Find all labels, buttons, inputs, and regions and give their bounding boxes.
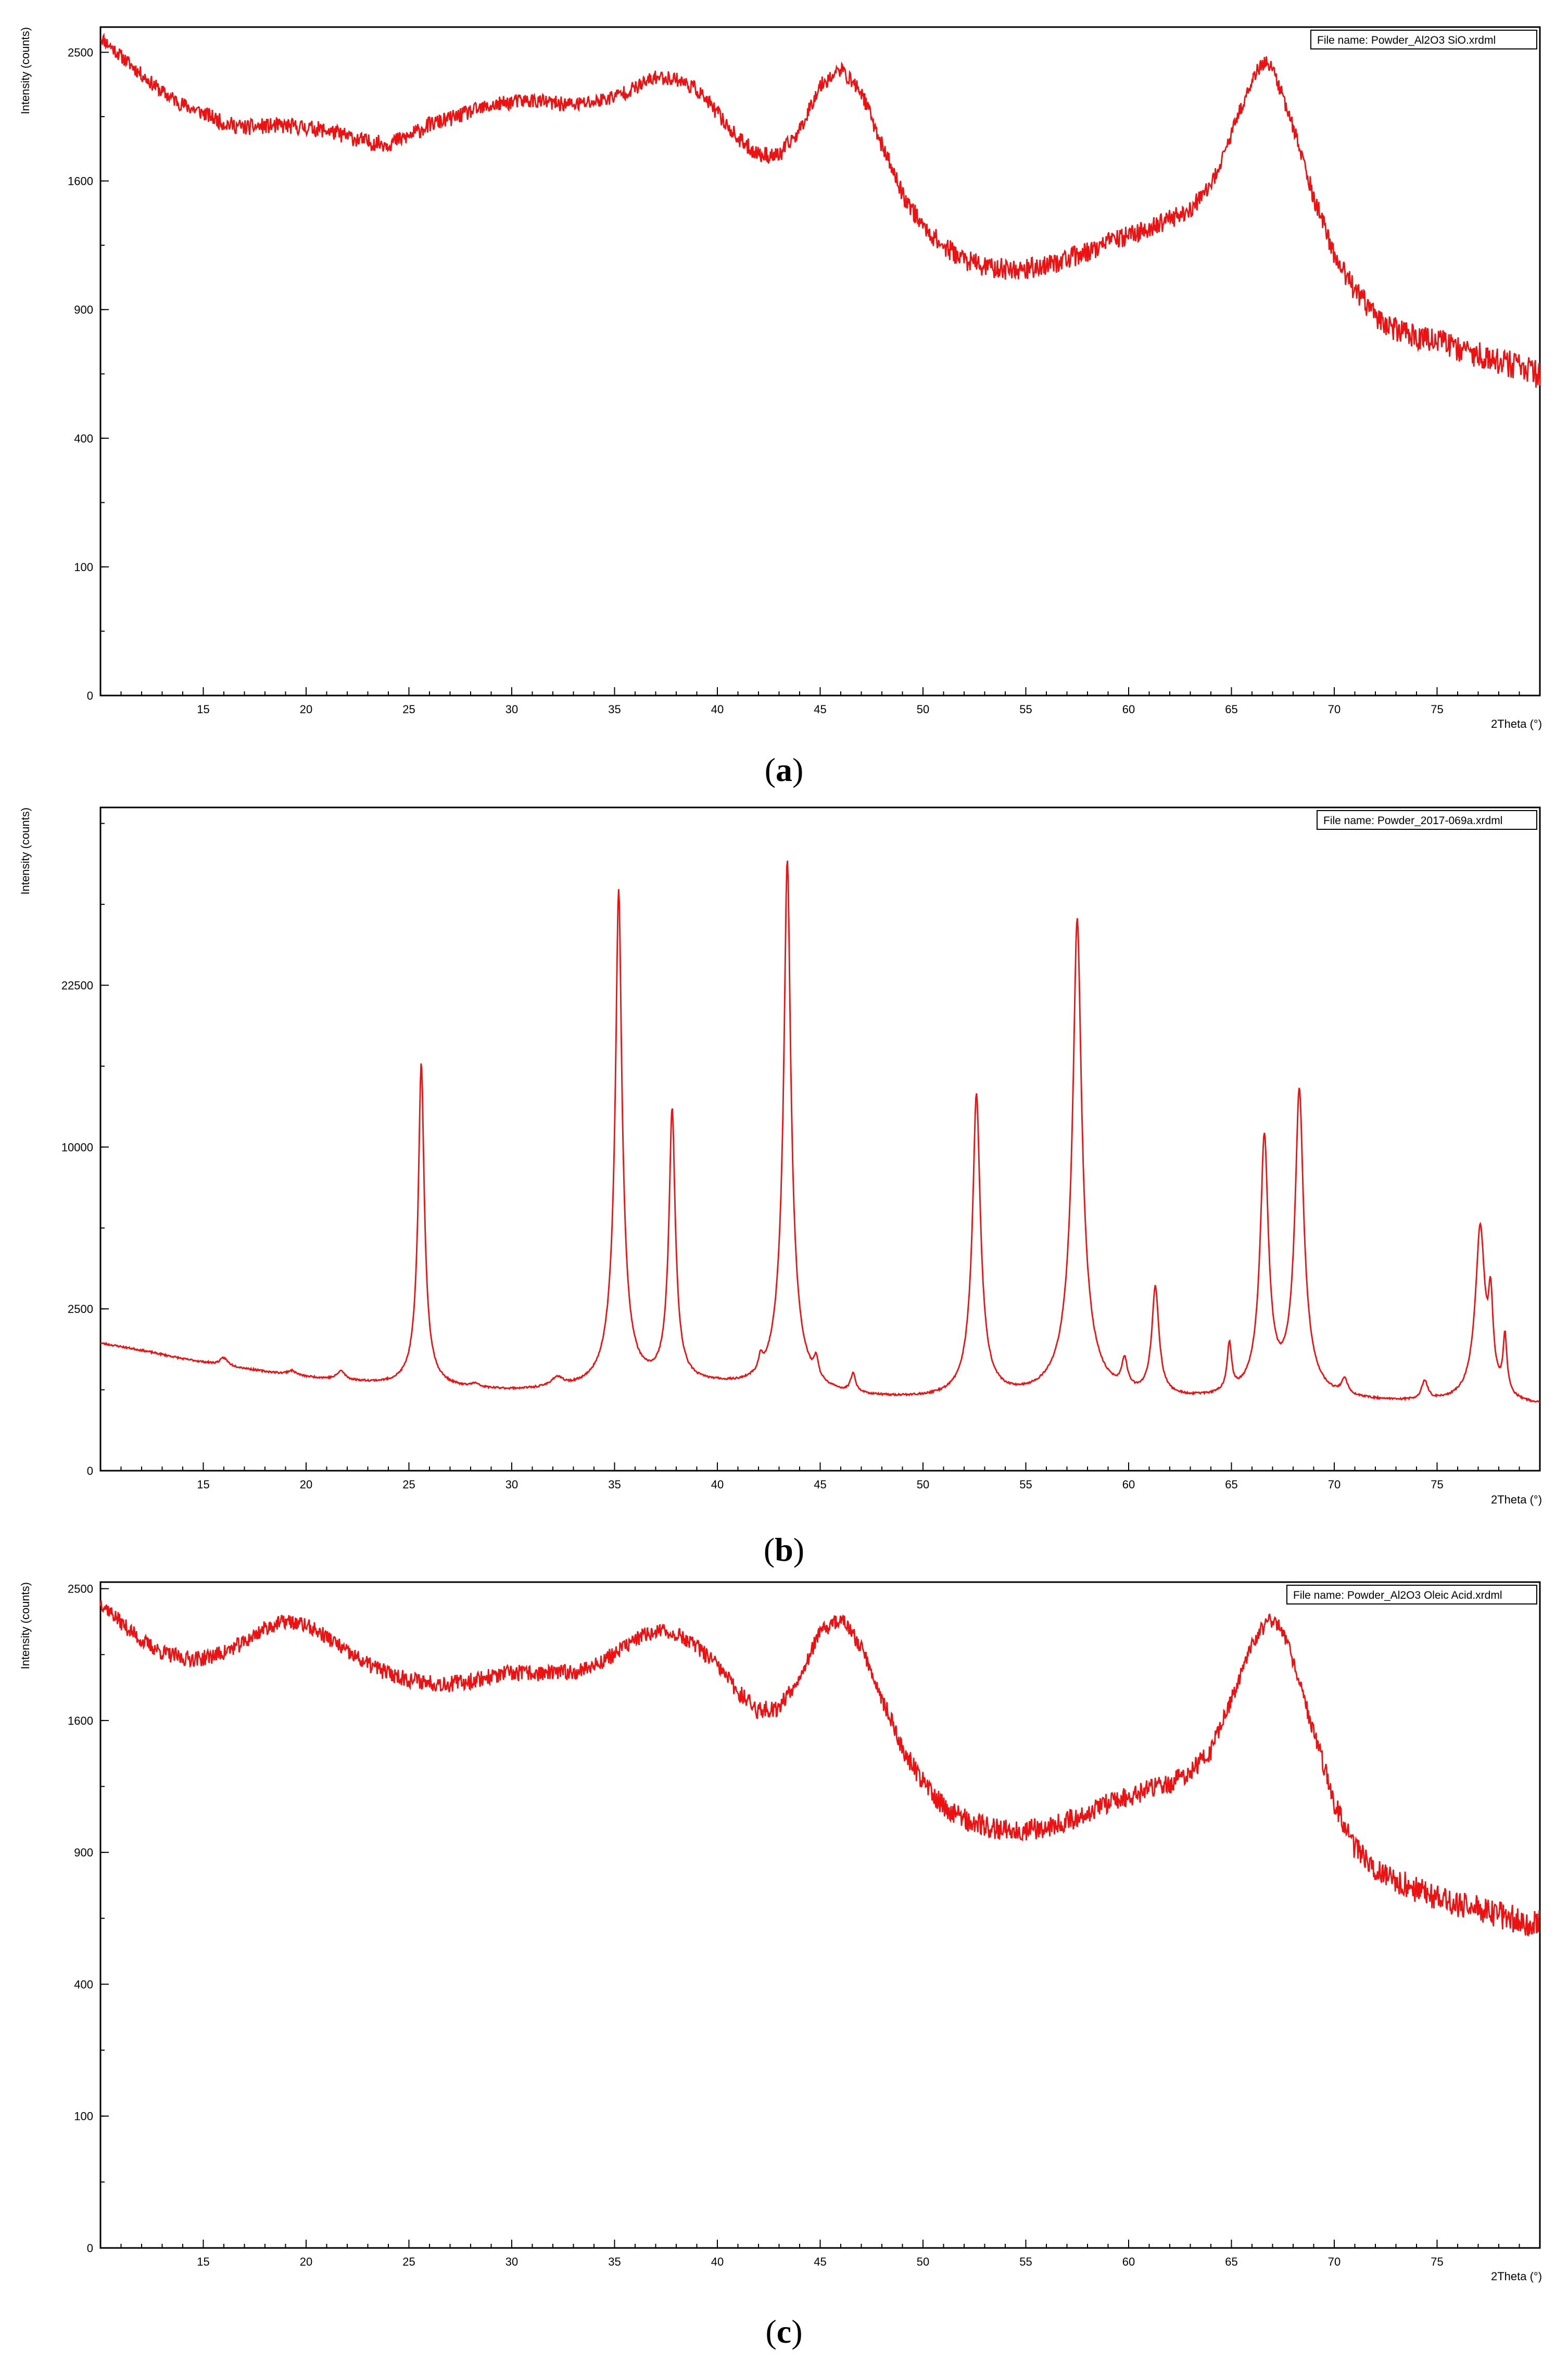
x-tick-label: 75 [1431, 1478, 1443, 1491]
x-tick-label: 40 [711, 2255, 724, 2268]
x-tick-label: 75 [1431, 703, 1443, 716]
x-tick-label: 30 [505, 703, 518, 716]
y-axis-label: Intensity (counts) [19, 27, 32, 115]
y-tick-label: 1600 [68, 175, 93, 188]
x-tick-label: 50 [917, 2255, 929, 2268]
y-tick-label: 1600 [68, 1714, 93, 1727]
x-tick-label: 70 [1328, 703, 1341, 716]
y-tick-label: 0 [87, 1464, 93, 1477]
x-tick-label: 35 [608, 2255, 621, 2268]
y-tick-label: 0 [87, 2242, 93, 2255]
y-tick-label: 22500 [61, 979, 93, 992]
x-tick-label: 15 [197, 1478, 209, 1491]
x-tick-label: 30 [505, 1478, 518, 1491]
x-tick-label: 60 [1122, 703, 1135, 716]
legend-box: File name: Powder_Al2O3 SiO.xrdml [1310, 30, 1537, 49]
x-tick-label: 15 [197, 2255, 209, 2268]
x-tick-label: 55 [1019, 1478, 1032, 1491]
panel-caption: (a) [765, 751, 804, 788]
diffraction-trace [100, 32, 1541, 388]
x-ticks: 15 20 25 30 35 40 45 50 55 60 65 70 75 [100, 2240, 1540, 2268]
panel-caption: (b) [764, 1531, 804, 1568]
y-tick-label: 400 [74, 1978, 93, 1991]
y-tick-label: 10000 [61, 1141, 93, 1154]
plot-frame [99, 1581, 1541, 2249]
x-tick-label: 70 [1328, 2255, 1341, 2268]
x-axis-label: 2Theta (°) [1491, 717, 1542, 730]
x-tick-label: 40 [711, 703, 724, 716]
legend-border [1317, 810, 1537, 830]
y-ticks: 0 100 400 900 1600 2500 [68, 1583, 109, 2255]
x-tick-label: 15 [197, 703, 209, 716]
y-axis-label: Intensity (counts) [19, 807, 32, 895]
y-tick-label: 900 [74, 1846, 93, 1859]
x-tick-label: 75 [1431, 2255, 1443, 2268]
x-tick-label: 25 [402, 703, 415, 716]
y-axis-label: Intensity (counts) [19, 1582, 32, 1670]
y-ticks: 0 2500 10000 22500 [61, 823, 109, 1477]
diffraction-trace [99, 1600, 1540, 1937]
y-tick-label: 400 [74, 432, 93, 445]
x-tick-label: 65 [1225, 1478, 1237, 1491]
y-tick-label: 2500 [68, 1303, 93, 1316]
x-tick-label: 45 [814, 703, 826, 716]
y-tick-label: 900 [74, 304, 93, 317]
panel-caption: (c) [765, 2313, 802, 2350]
x-tick-label: 20 [300, 703, 312, 716]
x-tick-label: 50 [917, 703, 929, 716]
x-ticks: 15 20 25 30 35 40 45 50 55 60 65 70 75 [100, 687, 1540, 716]
y-tick-label: 100 [74, 2110, 93, 2123]
legend-border [1310, 30, 1537, 49]
x-tick-label: 55 [1019, 703, 1032, 716]
x-tick-label: 65 [1225, 2255, 1237, 2268]
x-ticks: 15 20 25 30 35 40 45 50 55 60 65 70 75 [100, 1462, 1540, 1491]
x-tick-label: 20 [300, 1478, 312, 1491]
caption-letter: b [775, 1531, 793, 1568]
panel-c: 0 100 400 900 1600 2500 15 20 25 30 35 40 45 50 55 60 6… [19, 1581, 1542, 2350]
y-tick-label: 100 [74, 561, 93, 574]
panel-b: 0 2500 10000 22500 15 20 25 30 35 40 45 50 55 60 65 70… [19, 806, 1542, 1568]
x-tick-label: 55 [1019, 2255, 1032, 2268]
x-tick-label: 35 [608, 1478, 621, 1491]
x-tick-label: 60 [1122, 2255, 1135, 2268]
x-tick-label: 45 [814, 1478, 826, 1491]
x-tick-label: 70 [1328, 1478, 1341, 1491]
x-tick-label: 60 [1122, 1478, 1135, 1491]
legend-box: File name: Powder_Al2O3 Oleic Acid.xrdml [1286, 1585, 1537, 1604]
x-tick-label: 25 [402, 2255, 415, 2268]
x-axis-label: 2Theta (°) [1491, 1493, 1542, 1506]
x-tick-label: 50 [917, 1478, 929, 1491]
x-tick-label: 35 [608, 703, 621, 716]
diffraction-trace [100, 861, 1540, 1403]
x-tick-label: 65 [1225, 703, 1237, 716]
y-ticks: 0 100 400 900 1600 2500 [68, 46, 109, 702]
y-tick-label: 2500 [68, 46, 93, 59]
legend-border [1286, 1585, 1537, 1604]
x-tick-label: 30 [505, 2255, 518, 2268]
x-tick-label: 45 [814, 2255, 826, 2268]
caption-letter: c [777, 2313, 791, 2350]
y-tick-label: 0 [87, 689, 93, 702]
panel-a: 0 100 400 900 1600 2500 15 20 25 30 35 40 45 50 55 60 6… [19, 26, 1542, 788]
legend-filename: File name: Powder_Al2O3 SiO.xrdml [1317, 34, 1496, 46]
legend-filename: File name: Powder_Al2O3 Oleic Acid.xrdml [1293, 1589, 1502, 1601]
x-tick-label: 20 [300, 2255, 312, 2268]
x-tick-label: 40 [711, 1478, 724, 1491]
caption-letter: a [776, 751, 792, 788]
legend-filename: File name: Powder_2017-069a.xrdml [1323, 815, 1502, 827]
x-tick-label: 25 [402, 1478, 415, 1491]
x-axis-label: 2Theta (°) [1491, 2270, 1542, 2283]
y-tick-label: 2500 [68, 1583, 93, 1596]
legend-box: File name: Powder_2017-069a.xrdml [1317, 810, 1537, 830]
